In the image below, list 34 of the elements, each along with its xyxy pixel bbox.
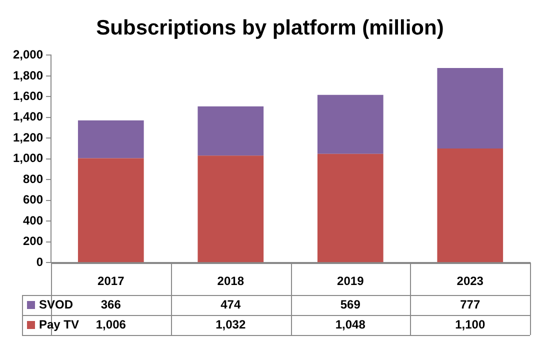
x-tick-label: 2019 bbox=[337, 274, 364, 288]
y-tick-label: 1,600 bbox=[13, 88, 44, 103]
chart-title: Subscriptions by platform (million) bbox=[96, 16, 444, 40]
y-tick-label: 600 bbox=[23, 192, 44, 207]
bar bbox=[198, 156, 264, 262]
y-tick-label: 400 bbox=[23, 213, 44, 228]
x-tick-label: 2017 bbox=[98, 274, 125, 288]
bar bbox=[78, 120, 144, 158]
y-tick-label: 200 bbox=[23, 234, 44, 248]
data-label: 474 bbox=[220, 297, 241, 312]
data-label: 1,032 bbox=[216, 317, 246, 332]
bar bbox=[317, 94, 384, 154]
y-tick-label: 1,000 bbox=[13, 151, 44, 166]
bar bbox=[317, 154, 384, 262]
y-tick-label: 800 bbox=[23, 172, 44, 186]
data-label: 1,006 bbox=[96, 317, 126, 332]
y-tick-label: 0 bbox=[36, 254, 44, 269]
bar bbox=[437, 148, 504, 262]
bar bbox=[198, 106, 264, 156]
y-tick-label: 1,800 bbox=[13, 68, 44, 82]
x-tick-label: 2018 bbox=[217, 274, 244, 288]
y-tick-label: 1,400 bbox=[13, 110, 44, 124]
y-tick-label: 2,000 bbox=[13, 48, 44, 62]
bar bbox=[78, 158, 144, 262]
data-label: 1,048 bbox=[335, 317, 366, 332]
data-label: 366 bbox=[100, 297, 122, 312]
y-tick-label: 1,200 bbox=[13, 130, 44, 144]
data-label: 777 bbox=[460, 297, 480, 312]
data-label: 569 bbox=[340, 297, 361, 312]
x-tick-label: 2023 bbox=[456, 274, 484, 288]
legend-label: Pay TV bbox=[39, 317, 80, 332]
legend-label: SVOD bbox=[39, 297, 74, 312]
data-label: 1,100 bbox=[455, 317, 486, 332]
bar bbox=[437, 68, 504, 149]
